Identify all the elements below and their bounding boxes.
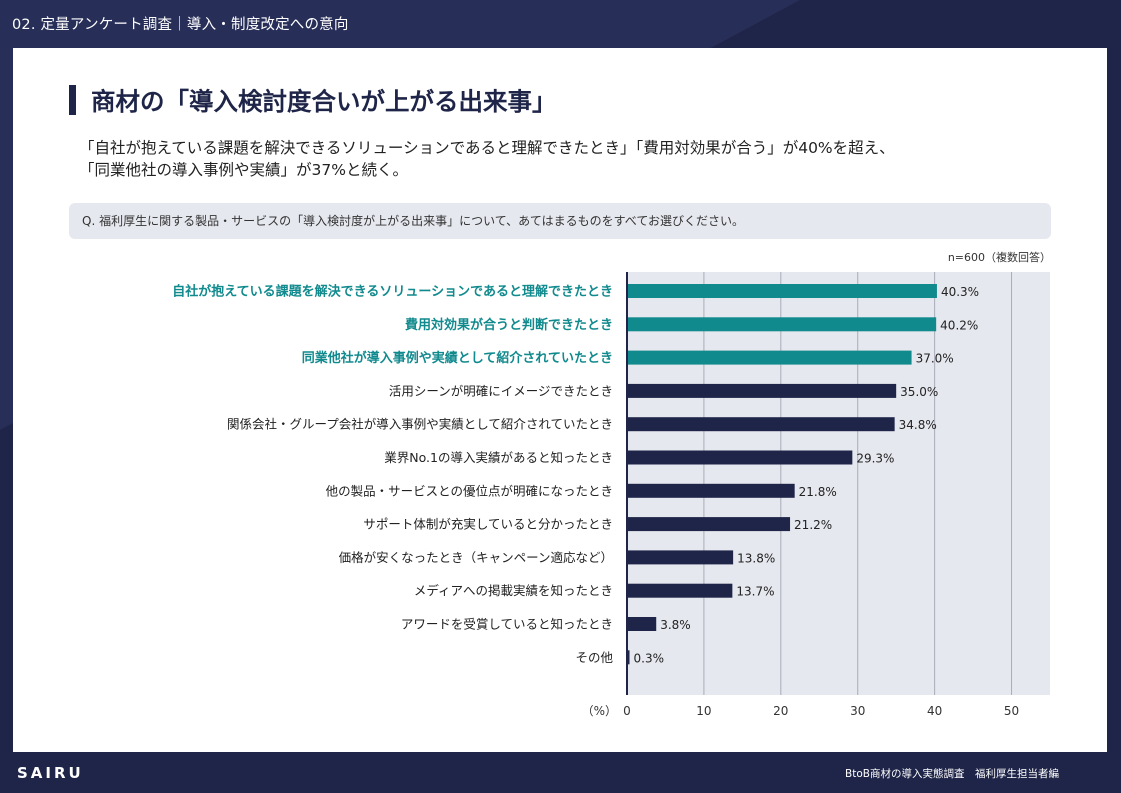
footer-note: BtoB商材の導入実態調査 福利厚生担当者編 [845,768,1059,780]
data-label: 29.3% [856,452,894,466]
bar [627,550,734,565]
x-tick-label: 10 [696,704,711,718]
lead-line-1: 「自社が抱えている課題を解決できるソリューションであると理解できたとき」「費用対… [79,139,895,157]
category-label: アワードを受賞していると知ったとき [401,617,613,632]
section-label: 02. 定量アンケート調査｜導入・制度改定への意向 [12,17,349,33]
bar [627,284,937,298]
category-label: 関係会社・グループ会社が導入事例や実績として紹介されていたとき [227,417,613,432]
category-label: 同業他社が導入事例や実績として紹介されていたとき [302,350,613,366]
data-label: 13.8% [737,551,775,565]
x-axis-label: （%） [582,704,617,718]
bar [627,650,630,665]
data-label: 21.8% [799,485,837,499]
category-label: 活用シーンが明確にイメージできたとき [389,383,613,398]
title-accent-bar [69,85,76,115]
bar [627,450,853,465]
slide-title: 商材の「導入検討度合いが上がる出来事」 [91,87,557,116]
content-panel: 商材の「導入検討度合いが上がる出来事」 「自社が抱えている課題を解決できるソリュ… [13,48,1107,752]
category-label: 他の製品・サービスとの優位点が明確になったとき [326,483,613,498]
category-label: メディアへの掲載実績を知ったとき [414,583,613,598]
x-tick-label: 50 [1004,704,1019,718]
data-label: 40.3% [941,285,979,299]
category-label: 自社が抱えている課題を解決できるソリューションであると理解できたとき [172,284,613,300]
data-label: 13.7% [736,585,774,599]
bar [627,350,912,365]
question-box: Q. 福利厚生に関する製品・サービスの「導入検討度が上がる出来事」について、あて… [69,203,1051,239]
bar [627,383,897,398]
category-label: 業界No.1の導入実績があると知ったとき [384,450,613,465]
x-tick-label: 30 [850,704,865,718]
bar [627,583,733,598]
bar [627,317,937,332]
bar [627,617,657,631]
x-tick-label: 40 [927,704,942,718]
x-tick-label: 20 [773,704,788,718]
category-label: 価格が安くなったとき（キャンペーン適応など） [339,550,613,565]
bar [627,517,791,532]
data-label: 40.2% [940,318,978,332]
data-label: 37.0% [916,352,954,366]
bar [627,483,795,498]
sample-size-note: n=600（複数回答） [947,251,1051,264]
data-label: 35.0% [900,385,938,399]
category-label: 費用対効果が合うと判断できたとき [405,317,613,333]
bar-chart: 0 10 20 30 40 50 （%） 自社が抱えている課題を解決できるソリューションである… [172,272,1050,718]
category-label: その他 [575,650,613,665]
category-label: サポート体制が充実していると分かったとき [363,517,613,532]
bar [627,417,895,432]
x-tick-label: 0 [623,704,631,718]
lead-text: 「自社が抱えている課題を解決できるソリューションであると理解できたとき」「費用対… [79,137,895,181]
plot-background [627,272,1050,695]
footer-logo: SAIRU [17,764,84,782]
data-label: 0.3% [634,651,665,665]
lead-line-2: 「同業他社の導入事例や実績」が37%と続く。 [79,161,408,179]
data-label: 3.8% [660,618,691,632]
data-label: 21.2% [794,518,832,532]
data-label: 34.8% [899,418,937,432]
